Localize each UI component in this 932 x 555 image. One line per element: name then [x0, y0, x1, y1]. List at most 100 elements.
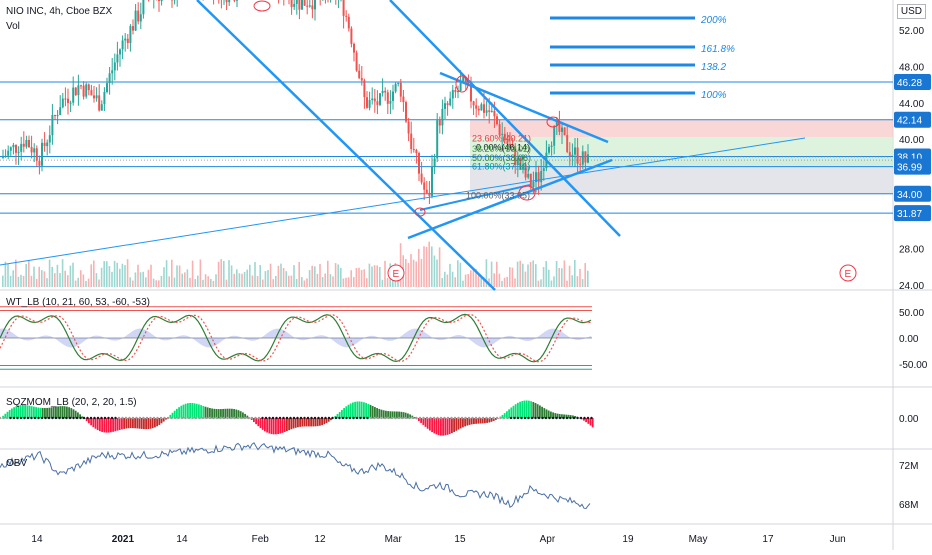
sqz-bar — [196, 404, 198, 419]
sqz-dot — [58, 417, 60, 419]
candle-body — [564, 128, 566, 136]
candle-body — [571, 155, 573, 157]
sqz-bar — [517, 403, 519, 419]
sqz-dot — [30, 417, 32, 419]
sqz-dot — [454, 417, 456, 419]
candle-body — [387, 92, 389, 103]
volume-bar — [545, 261, 547, 287]
sqz-bar — [453, 418, 455, 432]
volume-bar — [70, 266, 72, 287]
volume-bar — [361, 270, 363, 287]
sqz-bar — [11, 408, 13, 418]
sqz-bar — [277, 418, 279, 434]
sqz-dot — [83, 417, 85, 419]
long-ascending-trendline — [0, 138, 805, 265]
volume-bar — [114, 261, 116, 287]
currency-button[interactable]: USD — [897, 4, 926, 19]
sqz-bar — [312, 418, 314, 426]
sqz-bar — [130, 418, 132, 428]
earnings-marker-label: E — [393, 269, 400, 280]
sqz-bar — [290, 418, 292, 429]
sqz-dot — [307, 417, 309, 419]
sqz-dot — [303, 417, 305, 419]
candle-body — [46, 142, 48, 146]
candle-body — [483, 104, 485, 113]
sqz-bar — [354, 402, 356, 419]
volume-bar — [267, 270, 269, 287]
candle-body — [38, 161, 40, 166]
sqz-dot — [160, 417, 162, 419]
volume-bar — [548, 270, 550, 287]
sqz-bar — [444, 418, 446, 435]
sqz-dot — [121, 417, 123, 419]
sqz-dot — [240, 417, 242, 419]
candle-body — [80, 85, 82, 86]
volume-bar — [582, 279, 584, 287]
candle-body — [449, 98, 451, 105]
candle-body — [366, 97, 368, 108]
volume-bar — [137, 265, 139, 287]
sqz-bar — [515, 404, 517, 418]
candle-body — [361, 78, 363, 80]
volume-bar — [304, 280, 306, 287]
sqz-dot — [338, 417, 340, 419]
candle-body — [226, 0, 228, 2]
candle-body — [33, 148, 35, 152]
volume-bar — [322, 277, 324, 287]
volume-bar — [348, 277, 350, 287]
candle-body — [400, 83, 402, 97]
sqz-bar — [108, 418, 110, 433]
sqz-dot — [195, 417, 197, 419]
sqz-bar — [189, 403, 191, 419]
volume-bar — [244, 272, 246, 287]
volume-bar — [109, 266, 111, 287]
candle-body — [566, 135, 568, 152]
sqz-bar — [51, 407, 53, 418]
sqz-bar — [361, 402, 363, 419]
sqz-bar — [526, 400, 528, 418]
candle-body — [447, 103, 449, 105]
sqz-bar — [218, 409, 220, 418]
candle-body — [293, 4, 295, 7]
candle-body — [348, 17, 350, 29]
candle-body — [12, 145, 14, 147]
volume-bar — [499, 274, 501, 287]
volume-bar — [254, 262, 256, 287]
sqz-dot — [258, 417, 260, 419]
sqz-dot — [335, 417, 337, 419]
volume-bar — [501, 281, 503, 287]
sqz-bar — [363, 402, 365, 418]
volume-bar — [506, 277, 508, 287]
sqz-bar — [183, 405, 185, 419]
sqz-dot — [464, 417, 466, 419]
volume-bar — [345, 278, 347, 287]
volume-bar — [558, 268, 560, 287]
candle-body — [62, 99, 64, 108]
sqz-dot — [247, 417, 249, 419]
sqz-bar — [299, 418, 301, 427]
volume-bar — [423, 246, 425, 287]
volume-bar — [452, 272, 454, 287]
volume-bar — [28, 261, 30, 287]
volume-bar — [330, 274, 332, 287]
sqz-dot — [279, 417, 281, 419]
candle-body — [548, 147, 550, 153]
sqz-dot — [461, 417, 463, 419]
volume-bar — [280, 264, 282, 287]
sqz-bar — [297, 418, 299, 427]
volume-bar — [535, 264, 537, 287]
candle-body — [98, 95, 100, 110]
volume-bar — [587, 271, 589, 287]
volume-bar — [519, 261, 521, 287]
candle-body — [49, 135, 51, 142]
price-label-text: 31.87 — [897, 209, 922, 220]
volume-bar — [514, 278, 516, 287]
volume-bar — [96, 273, 98, 287]
volume-bar — [59, 273, 61, 287]
sqz-bar — [345, 406, 347, 418]
sqz-bar — [462, 418, 464, 427]
volume-bar — [462, 281, 464, 287]
candle-body — [353, 44, 355, 53]
sqz-dot — [359, 417, 361, 419]
